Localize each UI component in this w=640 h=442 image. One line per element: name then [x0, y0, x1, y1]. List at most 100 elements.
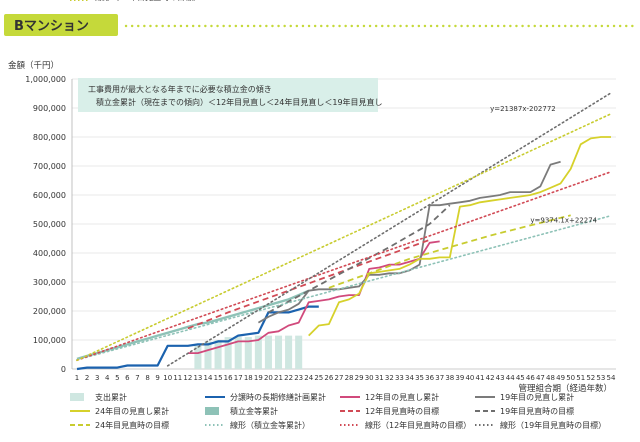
legend-label: 24年目見直時の目標	[95, 420, 169, 430]
legend-item-target24: 24年目見直時の目標	[70, 420, 169, 430]
y-tick-label: 600,000	[33, 191, 66, 200]
x-tick-label: 1	[75, 374, 79, 382]
x-tick-label: 5	[115, 374, 119, 382]
y-tick-label: 300,000	[33, 278, 66, 287]
y-axis-label: 金額（千円）	[8, 60, 59, 71]
x-tick-label: 6	[125, 374, 130, 382]
x-axis-label: 管理組合期（経過年数）	[518, 383, 612, 394]
legend-label: 線形（24年目見直時の目標）	[95, 0, 201, 2]
x-tick-label: 48	[546, 374, 555, 382]
expense-bar	[234, 337, 242, 369]
legend: 支出累計 分譲時の長期修繕計画累計 12年目の見直し累計 19年目の見直し累計 24年目…	[70, 0, 606, 430]
x-tick-label: 40	[465, 374, 474, 382]
legend-label: 12年目見直時の目標	[365, 406, 439, 416]
x-tick-labels: 1 2 3 4 5 6 7 8 9 10 11 12 13 14 15 16 17 18 19 20 21 22 23 24 2…	[75, 374, 616, 382]
x-tick-label: 53	[596, 374, 605, 382]
note-box: 工事費用が最大となる年までに必要な積立金の傾き 積立金累計（現在までの傾向）＜1…	[78, 78, 383, 112]
series-line-r24	[308, 136, 611, 337]
legend-label: 線形（12年目見直時の目標）	[365, 420, 471, 430]
x-tick-label: 41	[476, 374, 485, 382]
x-tick-label: 19	[254, 374, 263, 382]
expense-bar	[244, 337, 252, 369]
x-tick-label: 13	[193, 374, 202, 382]
series-line-target24	[328, 214, 571, 289]
x-tick-label: 36	[425, 374, 434, 382]
x-tick-label: 15	[214, 374, 223, 382]
x-tick-label: 46	[526, 374, 535, 382]
x-tick-label: 4	[105, 374, 110, 382]
series-line-trend19	[166, 92, 612, 367]
x-tick-label: 20	[264, 374, 273, 382]
x-tick-label: 17	[234, 374, 243, 382]
y-tick-label: 400,000	[33, 249, 66, 258]
x-tick-label: 22	[284, 374, 293, 382]
legend-label: 12年目の見直し累計	[365, 392, 439, 402]
y-tick-label: 0	[61, 365, 66, 374]
x-tick-label: 3	[95, 374, 99, 382]
expense-bar	[204, 341, 212, 369]
legend-item-trend12: 線形（12年目見直時の目標）	[340, 420, 471, 430]
expense-bar	[264, 335, 272, 369]
x-tick-label: 54	[607, 374, 616, 382]
legend-item-r24: 24年目の見直し累計	[70, 406, 169, 416]
x-tick-label: 38	[445, 374, 454, 382]
series-line-trend12	[76, 171, 612, 362]
series-line-target12	[187, 239, 430, 330]
x-tick-label: 34	[405, 374, 414, 382]
trendline-equation: y=21387x-202772	[490, 105, 556, 113]
legend-label: 線形（19年目見直時の目標）	[500, 420, 606, 430]
x-tick-label: 52	[586, 374, 595, 382]
x-tick-label: 43	[496, 374, 505, 382]
x-tick-label: 10	[163, 374, 172, 382]
x-tick-label: 29	[355, 374, 364, 382]
series-line-target19	[267, 204, 451, 314]
x-tick-label: 24	[304, 374, 313, 382]
x-tick-label: 47	[536, 374, 545, 382]
x-tick-label: 8	[145, 374, 149, 382]
x-tick-label: 33	[395, 374, 404, 382]
header-title: Bマンション	[14, 19, 89, 34]
x-tick-label: 37	[435, 374, 444, 382]
note-line-2: 積立金累計（現在までの傾向）＜12年目見直し＜24年目見直し＜19年目見直し	[96, 97, 383, 107]
x-tick-label: 51	[576, 374, 585, 382]
expense-bars	[194, 335, 303, 369]
x-tick-label: 45	[516, 374, 525, 382]
y-tick-labels: 0 100,000 200,000 300,000 400,000 500,000 600,…	[25, 75, 66, 374]
expense-bar	[214, 340, 222, 369]
series-line-r12	[187, 240, 440, 355]
expense-bar	[224, 337, 232, 369]
x-tick-label: 50	[566, 374, 575, 382]
legend-item-r19: 19年目の見直し累計	[475, 392, 574, 402]
series-line-trend24	[76, 113, 612, 362]
x-tick-label: 7	[135, 374, 139, 382]
legend-item-reserve: 積立金等累計	[205, 406, 278, 416]
x-tick-label: 12	[183, 374, 192, 382]
x-tick-label: 26	[324, 374, 333, 382]
legend-item-bars: 支出累計	[70, 392, 127, 402]
legend-swatch	[205, 407, 219, 415]
x-tick-label: 9	[155, 374, 159, 382]
x-tick-label: 21	[274, 374, 283, 382]
y-tick-label: 800,000	[33, 133, 66, 142]
x-tick-label: 35	[415, 374, 424, 382]
legend-label: 19年目見直時の目標	[500, 406, 574, 416]
legend-item-trend24: 線形（24年目見直時の目標）	[70, 0, 201, 2]
legend-item-trend_reserve: 線形（積立金等累計）	[205, 420, 310, 430]
x-tick-label: 42	[486, 374, 495, 382]
x-tick-label: 28	[345, 374, 354, 382]
legend-item-r12: 12年目の見直し累計	[340, 392, 439, 402]
x-tick-label: 23	[294, 374, 303, 382]
expense-bar	[274, 335, 283, 369]
y-tick-label: 100,000	[33, 336, 66, 345]
legend-label: 線形（積立金等累計）	[230, 420, 310, 430]
x-tick-label: 27	[335, 374, 344, 382]
x-tick-label: 49	[556, 374, 565, 382]
legend-label: 支出累計	[95, 392, 127, 402]
x-tick-label: 31	[375, 374, 384, 382]
y-tick-label: 200,000	[33, 307, 66, 316]
legend-item-target19: 19年目見直時の目標	[475, 406, 574, 416]
legend-item-target12: 12年目見直時の目標	[340, 406, 439, 416]
series-line-trend_reserve	[76, 214, 612, 361]
trendline-equations: y=21387x-202772 y=9374.1x+22274	[490, 105, 598, 225]
x-tick-label: 44	[506, 374, 515, 382]
